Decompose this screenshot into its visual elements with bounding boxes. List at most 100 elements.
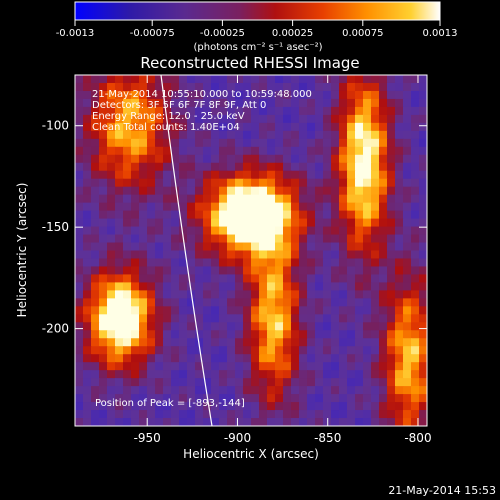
heatmap-cell	[283, 266, 292, 276]
heatmap-cell	[171, 298, 180, 307]
heatmap-cell	[147, 250, 156, 260]
heatmap-cell	[387, 234, 396, 244]
heatmap-cell	[243, 106, 252, 116]
heatmap-cell	[243, 234, 252, 244]
heatmap-cell	[227, 274, 236, 284]
heatmap-cell	[179, 130, 188, 140]
heatmap-cell	[131, 154, 140, 164]
heatmap-cell	[339, 290, 348, 299]
heatmap-cell	[195, 162, 204, 172]
heatmap-cell	[371, 418, 380, 426]
heatmap-cell	[147, 218, 156, 228]
heatmap-cell	[171, 266, 180, 276]
heatmap-cell	[355, 314, 364, 323]
heatmap-cell	[171, 418, 180, 426]
heatmap-cell	[99, 98, 108, 108]
heatmap-cell	[155, 122, 164, 132]
heatmap-cell	[419, 258, 427, 268]
heatmap-cell	[291, 130, 300, 140]
heatmap-cell	[75, 266, 84, 276]
heatmap-cell	[363, 75, 372, 84]
heatmap-cell	[331, 402, 340, 411]
heatmap-cell	[187, 242, 196, 252]
heatmap-cell	[99, 234, 108, 244]
heatmap-cell	[339, 82, 348, 92]
heatmap-cell	[395, 130, 404, 140]
heatmap-cell	[75, 146, 84, 156]
heatmap-cell	[419, 178, 427, 188]
heatmap-cell	[99, 162, 108, 172]
heatmap-cell	[139, 346, 148, 355]
heatmap-cell	[203, 338, 212, 347]
heatmap-cell	[379, 378, 388, 387]
heatmap-cell	[163, 226, 172, 236]
heatmap-cell	[419, 330, 427, 339]
heatmap-cell	[219, 130, 228, 140]
heatmap-cell	[187, 194, 196, 204]
heatmap-cell	[75, 338, 84, 347]
heatmap-cell	[387, 146, 396, 156]
heatmap-cell	[419, 402, 427, 411]
heatmap-cell	[195, 75, 204, 84]
heatmap-cell	[339, 186, 348, 196]
heatmap-cell	[203, 298, 212, 307]
heatmap-cell	[387, 266, 396, 276]
heatmap-cell	[347, 346, 356, 355]
colorbar-tick-label: 0.00025	[272, 28, 313, 39]
heatmap-cell	[267, 210, 276, 220]
heatmap-cell	[131, 178, 140, 188]
heatmap-cell	[179, 354, 188, 363]
heatmap-cell	[139, 90, 148, 100]
heatmap-cell	[355, 170, 364, 180]
heatmap-cell	[203, 98, 212, 108]
heatmap-cell	[123, 226, 132, 236]
heatmap-cell	[155, 106, 164, 116]
heatmap-cell	[307, 218, 316, 228]
heatmap-cell	[155, 330, 164, 339]
heatmap-cell	[275, 290, 284, 299]
heatmap-cell	[155, 306, 164, 315]
heatmap-cell	[187, 418, 196, 426]
heatmap-cell	[147, 122, 156, 132]
heatmap-cell	[163, 330, 172, 339]
heatmap-cell	[259, 210, 268, 220]
heatmap-cell	[195, 410, 204, 419]
heatmap-cell	[155, 410, 164, 419]
heatmap-cell	[379, 418, 388, 426]
heatmap-cell	[115, 106, 124, 116]
info-energy-range: Energy Range: 12.0 - 25.0 keV	[92, 111, 245, 122]
heatmap-cell	[283, 250, 292, 260]
heatmap-cell	[379, 226, 388, 236]
heatmap-cell	[347, 138, 356, 148]
heatmap-cell	[99, 146, 108, 156]
heatmap-cell	[331, 146, 340, 156]
heatmap-cell	[347, 130, 356, 140]
heatmap-cell	[155, 242, 164, 252]
heatmap-cell	[147, 194, 156, 204]
heatmap-cell	[331, 250, 340, 260]
heatmap-cell	[395, 202, 404, 212]
heatmap-cell	[155, 418, 164, 426]
heatmap-cell	[227, 234, 236, 244]
heatmap-cell	[171, 154, 180, 164]
heatmap-cell	[283, 226, 292, 236]
heatmap-cell	[283, 378, 292, 387]
heatmap-cell	[243, 226, 252, 236]
heatmap-cell	[355, 82, 364, 92]
heatmap-cell	[131, 298, 140, 307]
heatmap-cell	[211, 378, 220, 387]
heatmap-cell	[131, 290, 140, 299]
heatmap-cell	[267, 330, 276, 339]
heatmap-cell	[347, 194, 356, 204]
heatmap-cell	[75, 178, 84, 188]
heatmap-cell	[315, 378, 324, 387]
heatmap-cell	[219, 82, 228, 92]
heatmap-cell	[283, 282, 292, 291]
heatmap-cell	[267, 346, 276, 355]
heatmap-cell	[243, 266, 252, 276]
heatmap-cell	[179, 418, 188, 426]
heatmap-cell	[107, 122, 116, 132]
heatmap-cell	[195, 234, 204, 244]
heatmap-cell	[251, 82, 260, 92]
heatmap-cell	[195, 306, 204, 315]
